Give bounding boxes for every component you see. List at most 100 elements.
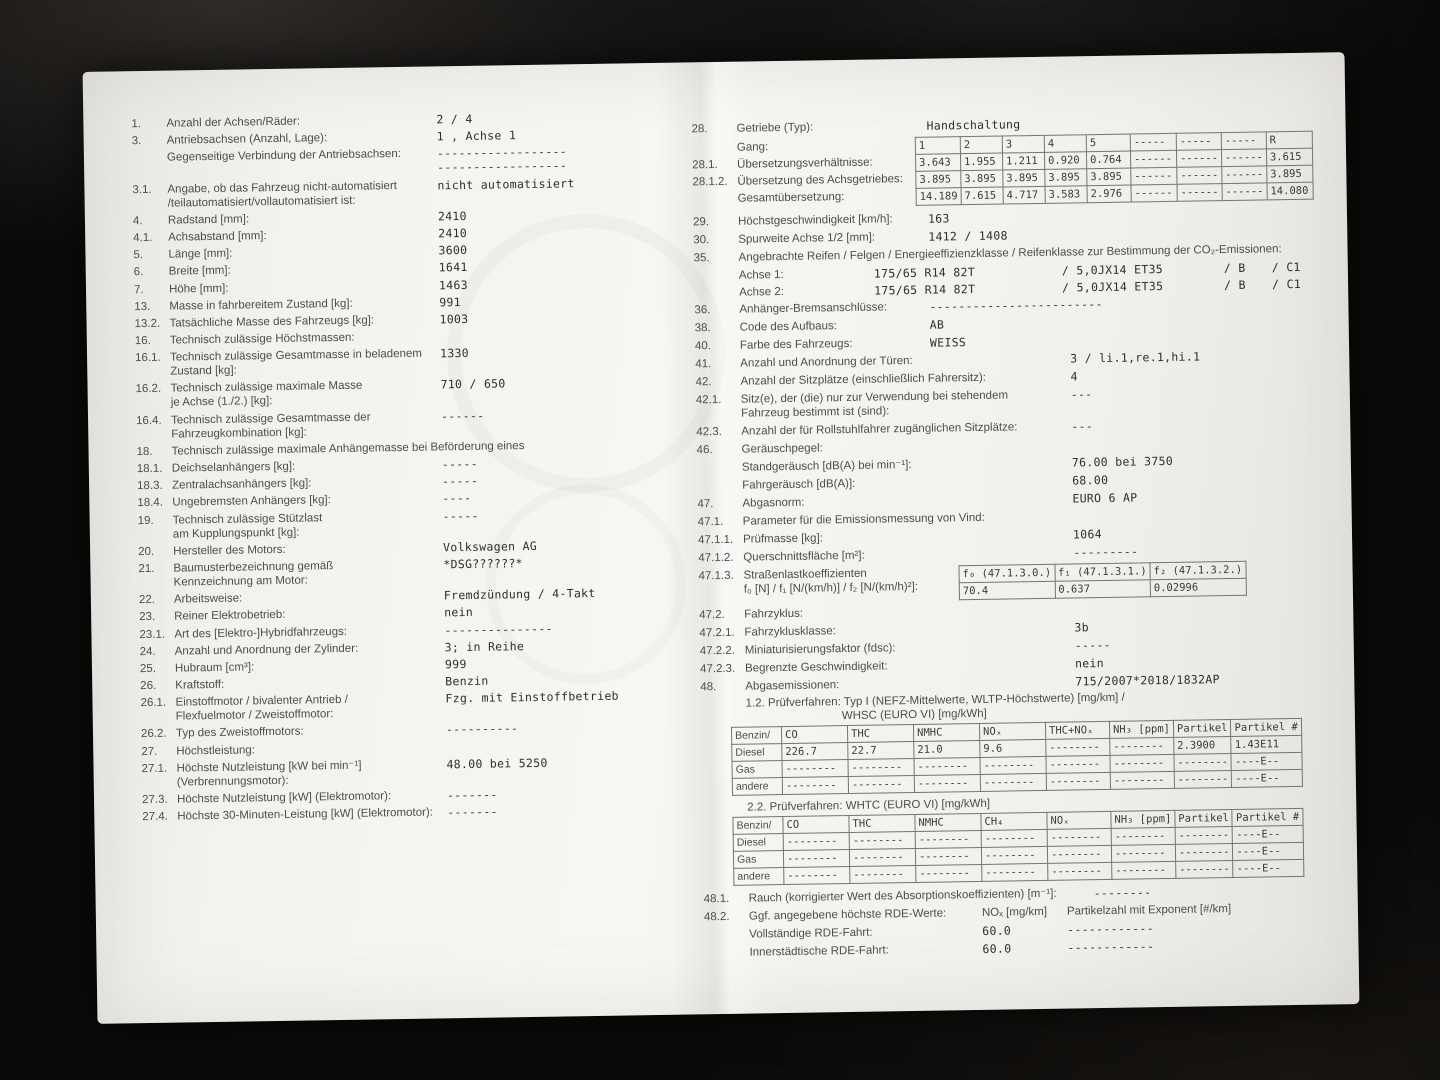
spec-row: 16.2. Technisch zulässige maximale Masse…	[135, 374, 693, 411]
item-number: 26.2.	[140, 728, 167, 741]
item-value: 1003	[439, 311, 469, 327]
gear-ratio-table: 1 2 3 4 5 ----- ----- ----- R 3.643 1.955 1.211 0.9…	[915, 131, 1314, 206]
item-label: Anzahl der Sitzplätze (einschließlich Fa…	[740, 371, 987, 388]
item-value: nein	[1074, 656, 1105, 671]
item-label: Hubraum [cm³]:	[174, 661, 255, 675]
item-value: nein	[444, 605, 474, 620]
item-value: 76.00 bei 3750	[1071, 453, 1174, 470]
item-label: Anhänger-Bremsanschlüsse:	[739, 301, 888, 316]
item-label: Baumusterbezeichnung gemäß Kennzeichnung …	[173, 560, 334, 589]
spec-row: 16.1. Technisch zulässige Gesamtmasse in…	[135, 343, 693, 380]
item-label: Abgasnorm:	[742, 496, 805, 510]
item-number: 42.3.	[696, 425, 723, 439]
left-column: 1. Anzahl der Achsen/Räder: 2 / 4 3. Ant…	[131, 108, 700, 827]
item-label: Farbe des Fahrzeugs:	[739, 337, 853, 352]
item-number	[697, 479, 742, 494]
item-value: 4	[1070, 369, 1078, 384]
item-label: Ungebremsten Anhängers [kg]:	[172, 494, 332, 509]
item-label: Angabe, ob das Fahrzeug nicht-automatisi…	[167, 179, 398, 210]
item-label: Höchste Nutzleistung [kW bei min⁻¹] (Verb…	[176, 759, 362, 789]
item-number: 28.1.2.	[692, 175, 728, 189]
item-number: 27.	[141, 745, 158, 758]
item-number: 26.1.	[140, 696, 167, 710]
item-value: ---	[1071, 419, 1094, 434]
rim-value: / 5,0JX14 ET35	[1061, 262, 1164, 278]
item-label: Abgasemissionen:	[745, 679, 840, 693]
item-value	[1073, 505, 1348, 523]
item-number: 27.1.	[141, 762, 168, 775]
item-label: Getriebe (Typ):	[736, 121, 814, 135]
item-label: Hersteller des Motors:	[173, 543, 286, 558]
tyre-class-value: / C1	[1271, 259, 1301, 275]
item-label: Querschnittsfläche [m²]:	[743, 549, 865, 564]
efficiency-class-value: / B	[1223, 260, 1246, 276]
spec-row: 3.1. Angabe, ob das Fahrzeug nicht-autom…	[132, 174, 690, 211]
item-label: Technisch zulässige Gesamtmasse der Fahrz…	[170, 411, 371, 441]
item-label: Höchstleistung:	[176, 743, 255, 758]
item-label: Begrenzte Geschwindigkeit:	[744, 660, 888, 675]
item-value: 1330	[439, 346, 470, 361]
speed-track-rows: 29. Höchstgeschwindigkeit [km/h]: 163 30…	[693, 205, 1343, 247]
item-label: Prüfmasse [kg]:	[742, 532, 824, 546]
item-label: Einstoffmotor / bivalenter Antrieb / Flex…	[175, 694, 348, 723]
emissions-table-whtc: Benzin/ CO THC NMHC CH₄ NOₓ NH₃ [ppm] Partikel…	[732, 808, 1304, 886]
item-label: Länge [mm]:	[168, 247, 233, 261]
item-value: Fremdzündung / 4-Takt	[443, 586, 596, 603]
item-value	[446, 736, 699, 754]
item-number: 40.	[694, 340, 712, 353]
item-number: 36.	[694, 304, 711, 317]
item-number: 26.	[140, 679, 157, 693]
item-number: 28.	[691, 123, 708, 136]
item-value: 3; in Reihe	[444, 638, 525, 655]
road-load-labels: 47.1.3. Straßenlastkoeffizienten f₀ [N] /…	[698, 565, 959, 604]
item-label: Standgeräusch [dB(A) bei min⁻¹]:	[741, 458, 912, 474]
item-number: 29.	[692, 216, 710, 229]
item-value: -----	[441, 456, 479, 472]
spec-row: 16.4. Technisch zulässige Gesamtmasse de…	[136, 405, 694, 442]
item-number: 47.2.3.	[699, 662, 736, 676]
tyre-class-value: / C1	[1271, 276, 1302, 292]
item-value: AB	[929, 317, 945, 332]
item-label: Anzahl und Anordnung der Zylinder:	[174, 642, 359, 658]
item-value: 1064	[1072, 527, 1103, 542]
item-number: 38.	[694, 322, 711, 335]
item-value: 710 / 650	[440, 376, 506, 392]
item-number	[704, 946, 749, 961]
item-value: 68.00	[1072, 472, 1109, 488]
item-label: Miniaturisierungsfaktor (fdsc):	[744, 642, 896, 657]
item-label: Gesamtübersetzung:	[737, 191, 845, 205]
item-number: 22.	[138, 594, 155, 607]
item-label: Vollständige RDE-Fahrt:	[749, 926, 873, 941]
item-label: Reiner Elektrobetrieb:	[174, 609, 286, 623]
item-number: 18.4.	[137, 497, 164, 510]
item-number: 19.	[137, 514, 154, 527]
item-value: nicht automatisiert	[437, 175, 575, 192]
item-number: 35.	[693, 252, 710, 265]
item-label: Technisch zulässige Gesamtmasse in belad…	[170, 347, 423, 378]
item-label: Anzahl der für Rollstuhlfahrer zugänglic…	[741, 421, 1018, 438]
item-value: 1 , Achse 1	[436, 128, 517, 144]
item-value: -----	[1074, 637, 1111, 653]
item-number: 4.1.	[133, 231, 153, 245]
item-value: *DSG??????*	[443, 556, 523, 572]
right-column: 28. Getriebe (Typ): Handschaltung Gang: …	[691, 112, 1354, 964]
item-label: Masse in fahrbereitem Zustand [kg]:	[169, 297, 353, 313]
item-number: 24.	[139, 645, 156, 658]
item-label: Tatsächliche Masse des Fahrzeugs [kg]:	[169, 314, 375, 330]
item-label: Deichselanhängers [kg]:	[171, 460, 296, 475]
item-value: ---------------	[444, 621, 553, 637]
item-label: Technisch zulässige maximale Masse je Ach…	[170, 380, 363, 410]
item-number: 25.	[139, 662, 157, 676]
item-number: 16.	[134, 334, 151, 348]
item-number: 41.	[695, 358, 712, 371]
item-number: 48.2.	[703, 910, 730, 924]
item-label: Anzahl und Anordnung der Türen:	[740, 354, 913, 370]
item-number: 3.1.	[132, 183, 152, 196]
item-value: 3 / li.1,re.1,hi.1	[1070, 349, 1201, 366]
item-label: Höchstgeschwindigkeit [km/h]:	[737, 213, 893, 228]
item-number: 1.	[131, 118, 142, 131]
item-number: 47.1.	[697, 515, 724, 529]
item-label: Fahrzyklus:	[744, 607, 804, 621]
rde-col-particles: Partikelzahl mit Exponent [#/km]	[1066, 903, 1232, 918]
item-value: 1412 / 1408	[928, 228, 1008, 244]
